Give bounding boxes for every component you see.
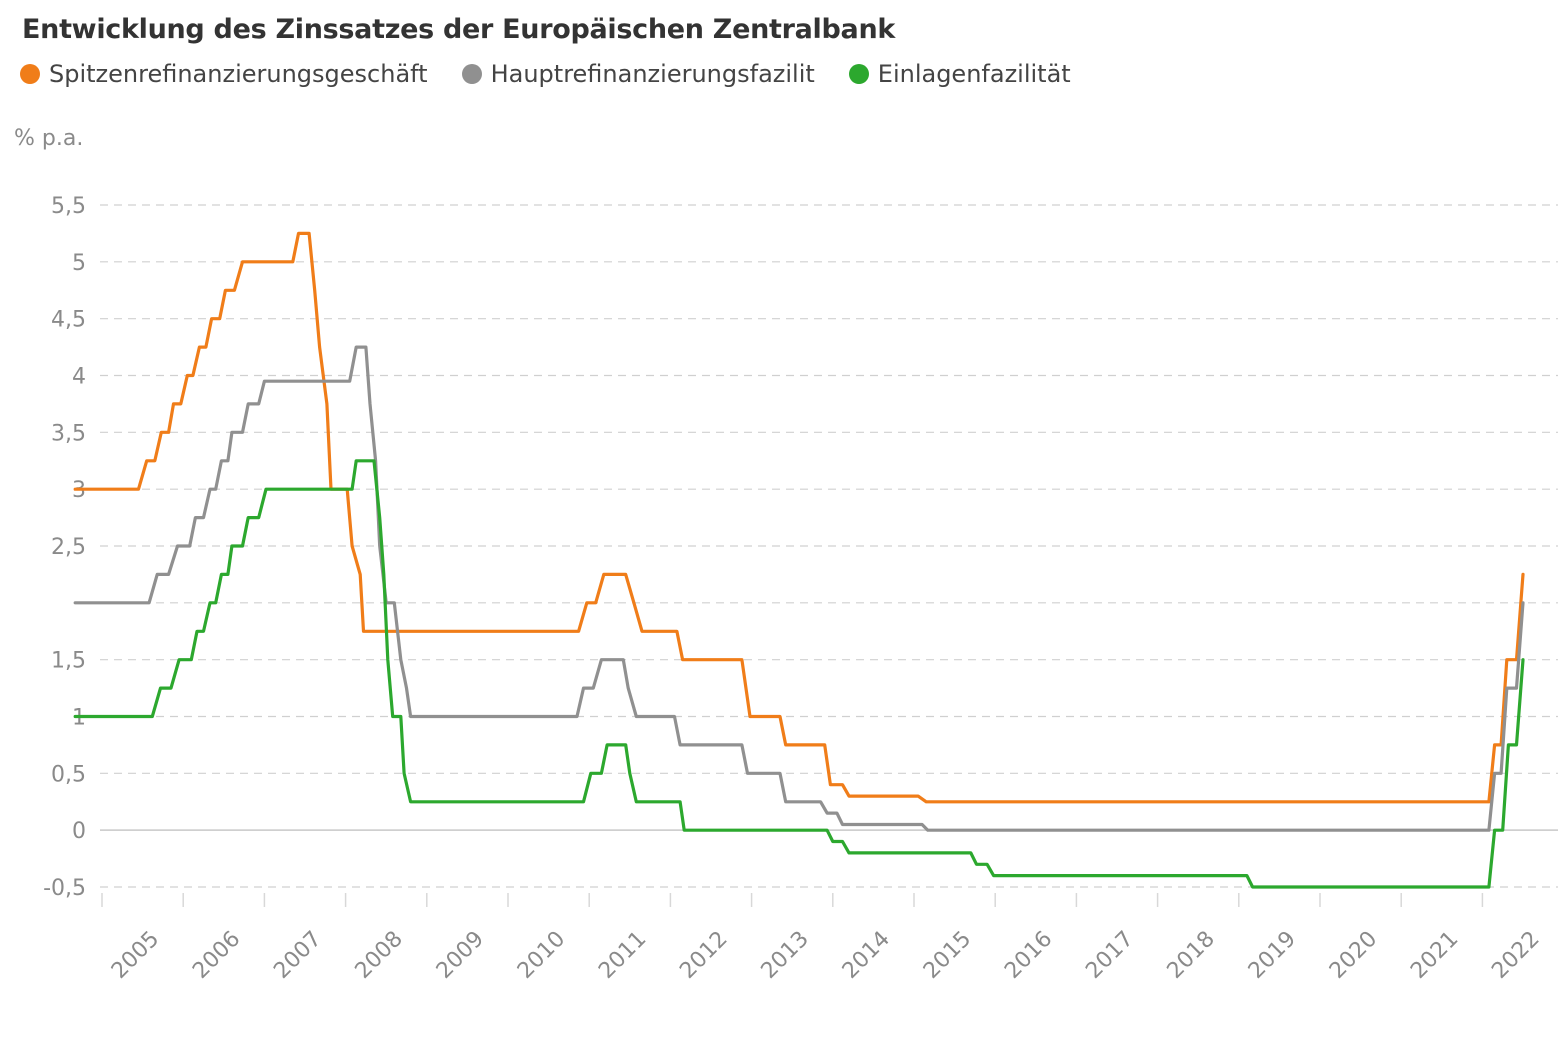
- legend-label: Spitzenrefinanzierungsgeschäft: [49, 60, 428, 88]
- legend-item-spitzenrefinanzierung[interactable]: Spitzenrefinanzierungsgeschäft: [20, 60, 428, 88]
- x-tick-label: 2014: [838, 927, 895, 984]
- y-tick-label: 4,5: [51, 308, 86, 333]
- x-tick-label: 2013: [757, 927, 814, 984]
- y-tick-label: 2,5: [51, 535, 86, 560]
- legend-dot-orange-icon: [20, 64, 40, 84]
- legend-item-einlagenfazilitaet[interactable]: Einlagenfazilität: [848, 60, 1071, 88]
- x-tick-label: 2019: [1244, 927, 1301, 984]
- legend-dot-green-icon: [848, 64, 869, 84]
- x-tick-label: 2015: [919, 927, 976, 984]
- legend-item-hauptrefinanzierung[interactable]: Hauptrefinanzierungsfazilit: [461, 60, 815, 88]
- y-tick-label: 1,5: [51, 649, 86, 674]
- x-tick-label: 2008: [351, 927, 408, 984]
- x-tick-label: 2006: [188, 927, 245, 984]
- legend-label: Einlagenfazilität: [877, 60, 1071, 88]
- y-tick-label: 4: [72, 365, 86, 390]
- y-axis-unit-label: % p.a.: [14, 126, 84, 151]
- legend-label: Hauptrefinanzierungsfazilit: [490, 60, 815, 88]
- x-tick-label: 2007: [269, 927, 326, 984]
- series-line-1: [73, 345, 1525, 832]
- y-tick-label: 5: [72, 251, 86, 276]
- series-lines: [73, 231, 1525, 889]
- x-tick-label: 2021: [1406, 927, 1463, 984]
- x-tick-label: 2018: [1163, 927, 1220, 984]
- x-tick-label: 2010: [513, 927, 570, 984]
- x-tick-label: 2011: [594, 927, 651, 984]
- y-tick-label: 0: [72, 819, 86, 844]
- x-axis: 2005 2006 2007 2008 2009 2010 2011 2012 2013 2014…: [101, 893, 1545, 984]
- y-axis-ticks: 5,554,543,532,51,510,50-0,5: [43, 194, 86, 901]
- x-tick-label: 2012: [675, 927, 732, 984]
- y-tick-label: 3,5: [51, 421, 86, 446]
- legend: Spitzenrefinanzierungsgeschäft Hauptrefi…: [20, 60, 1105, 88]
- chart-title: Entwicklung des Zinssatzes der Europäisc…: [22, 14, 896, 45]
- series-line-2: [73, 459, 1525, 889]
- legend-dot-gray-icon: [461, 64, 482, 84]
- series-line-0: [73, 231, 1525, 804]
- x-tick-label: 2020: [1325, 927, 1382, 984]
- y-tick-label: -0,5: [43, 876, 86, 901]
- x-tick-label: 2005: [107, 927, 164, 984]
- x-tick-label: 2016: [1000, 927, 1057, 984]
- x-tick-label: 2009: [432, 927, 489, 984]
- y-tick-label: 5,5: [51, 194, 86, 219]
- gridlines: [100, 204, 1558, 888]
- y-tick-label: 0,5: [51, 762, 86, 787]
- x-tick-label: 2017: [1081, 927, 1138, 984]
- x-tick-label: 2022: [1487, 927, 1544, 984]
